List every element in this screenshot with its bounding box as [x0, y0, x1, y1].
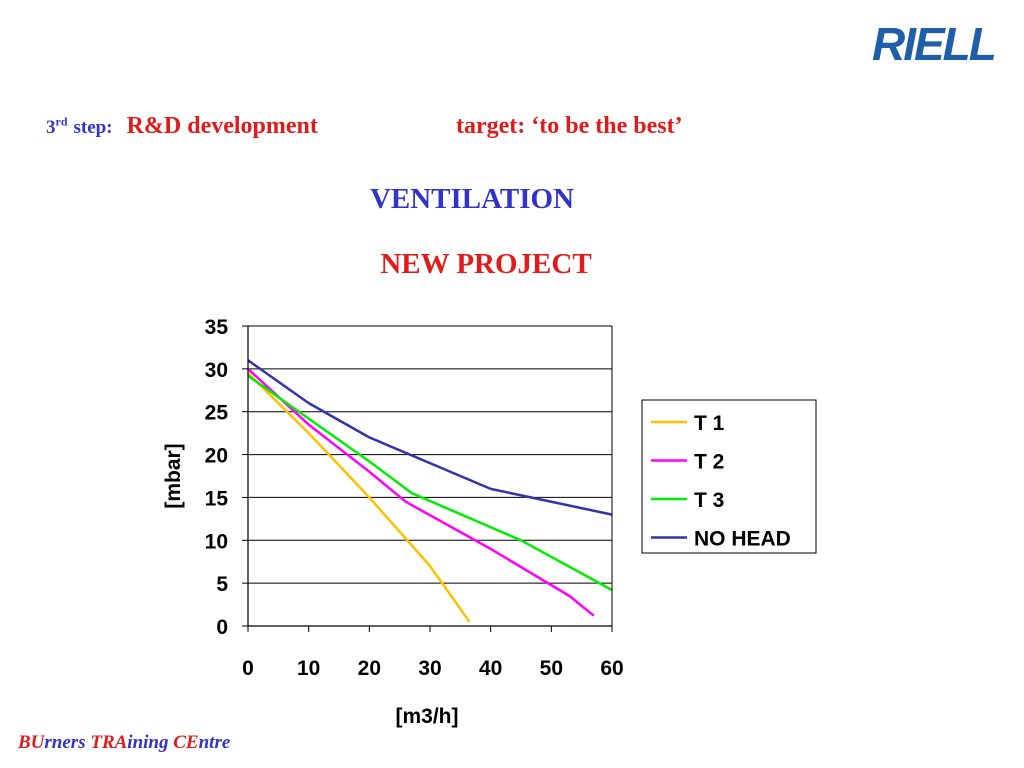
target-text: target: ‘to be the best’ [456, 113, 683, 139]
x-tick-labels: 0 10 20 30 40 50 60 [242, 657, 624, 680]
logo-text: RIELLO [872, 18, 996, 68]
y-tick-label-3: 15 [205, 487, 229, 510]
plot-series [247, 359, 613, 623]
series-line-1 [247, 372, 471, 623]
y-tick-labels: 0 5 10 15 20 25 30 35 [205, 316, 229, 639]
y-tick-label-7: 35 [205, 316, 229, 339]
heading-ventilation: VENTILATION [369, 183, 575, 215]
chart-legend: T 1 T 2 T 3 NO HEAD [641, 399, 817, 554]
series-line-2 [247, 367, 595, 617]
y-tick-label-0: 0 [216, 616, 228, 639]
step-header: 3rd step: R&D development target: ‘to be… [46, 113, 683, 140]
footer-part-6: ntre [198, 732, 231, 753]
x-tick-label-4: 40 [479, 657, 502, 680]
legend-box [641, 399, 817, 554]
step-title: R&D development [126, 113, 318, 139]
y-tick-label-5: 25 [205, 402, 229, 425]
plot-axes [242, 325, 613, 632]
x-tick-label-1: 10 [297, 657, 320, 680]
x-tick-label-5: 50 [540, 657, 563, 680]
series-line-4 [247, 359, 613, 516]
step-label: step: [73, 117, 113, 138]
x-axis-title: [m3/h] [396, 705, 459, 728]
legend-label-4: NO HEAD [694, 528, 791, 551]
x-tick-label-2: 20 [358, 657, 381, 680]
x-tick-label-0: 0 [242, 657, 254, 680]
x-tick-label-6: 60 [600, 657, 623, 680]
footer-part-1: BU [18, 732, 45, 753]
x-tick-label-3: 30 [418, 657, 441, 680]
footer-part-5: CE [173, 732, 199, 753]
footer-training-centre: BUrners TRAining CEntre [18, 732, 230, 754]
step-suffix: rd [55, 114, 68, 129]
plot-grid [248, 325, 612, 584]
series-line-3 [247, 374, 613, 592]
legend-label-1: T 1 [694, 412, 725, 435]
y-tick-label-2: 10 [205, 530, 228, 553]
footer-part-4: ining [127, 732, 174, 753]
y-tick-label-1: 5 [216, 573, 228, 596]
footer-part-2: rners [44, 732, 91, 753]
y-axis-title: [mbar] [162, 443, 185, 508]
step-number: 3rd [46, 114, 68, 138]
y-tick-label-6: 30 [205, 359, 228, 382]
riello-logo: RIELLO [872, 18, 996, 68]
heading-new-project: NEW PROJECT [380, 248, 592, 280]
footer-part-3: TRA [90, 732, 128, 753]
legend-label-2: T 2 [694, 451, 724, 474]
y-tick-label-4: 20 [205, 445, 228, 468]
legend-label-3: T 3 [694, 489, 724, 512]
